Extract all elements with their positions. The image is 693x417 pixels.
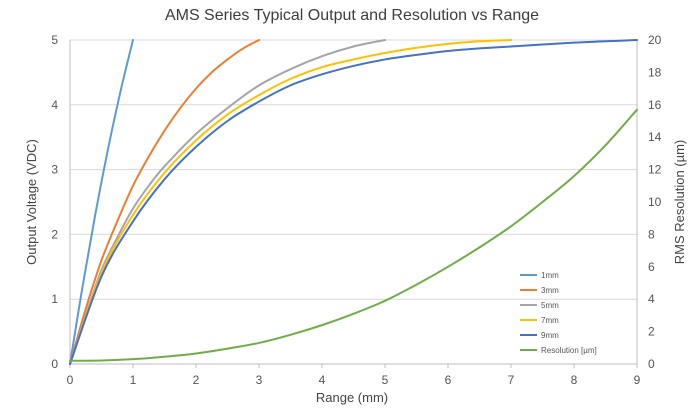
y-tick-label: 0 xyxy=(51,357,58,371)
series-line-5 xyxy=(69,108,638,362)
gridlines xyxy=(70,39,637,300)
y2-tick-label: 20 xyxy=(648,33,662,47)
y2-tick-label: 4 xyxy=(648,292,655,306)
legend-label-4: 9mm xyxy=(541,331,559,340)
series-line-1 xyxy=(69,39,260,365)
legend-label-0: 1mm xyxy=(541,271,559,280)
legend-label-5: Resolution [µm] xyxy=(541,346,597,355)
y2-tick-label: 0 xyxy=(648,357,655,371)
x-tick-label: 1 xyxy=(130,373,137,387)
legend: 1mm 3mm 5mm 7mm 9mm Resolution [µm] xyxy=(520,271,597,355)
y2-tick-label: 6 xyxy=(648,260,655,274)
x-tick-label: 4 xyxy=(319,373,326,387)
y2-tick-label: 18 xyxy=(648,65,662,79)
y-tick-label: 5 xyxy=(51,33,58,47)
series-line-0 xyxy=(69,39,134,365)
y2-tick-label: 2 xyxy=(648,325,655,339)
y2-tick-label: 14 xyxy=(648,130,662,144)
x-tick-label: 8 xyxy=(571,373,578,387)
x-tick-label: 6 xyxy=(445,373,452,387)
x-tick-label: 5 xyxy=(382,373,389,387)
y2-tick-label: 16 xyxy=(648,98,662,112)
y-tick-label: 2 xyxy=(51,227,58,241)
series-line-3 xyxy=(69,39,512,365)
y2-tick-label: 10 xyxy=(648,195,662,209)
y2-axis-title: RMS Resolution (µm) xyxy=(672,140,687,265)
x-tick-label: 7 xyxy=(508,373,515,387)
series-lines xyxy=(69,39,638,365)
x-axis-title: Range (mm) xyxy=(316,390,388,405)
y-tick-label: 1 xyxy=(51,292,58,306)
y2-tick-label: 8 xyxy=(648,227,655,241)
legend-label-1: 3mm xyxy=(541,286,559,295)
series-line-4 xyxy=(69,39,638,365)
x-tick-label: 9 xyxy=(634,373,641,387)
x-tick-label: 3 xyxy=(256,373,263,387)
x-tick-label: 2 xyxy=(193,373,200,387)
y-tick-label: 4 xyxy=(51,98,58,112)
legend-label-3: 7mm xyxy=(541,316,559,325)
x-tick-label: 0 xyxy=(67,373,74,387)
chart-title: AMS Series Typical Output and Resolution… xyxy=(165,7,539,24)
series-line-2 xyxy=(69,39,386,365)
y-tick-label: 3 xyxy=(51,163,58,177)
y-axis-title: Output Voltage (VDC) xyxy=(24,139,39,265)
legend-label-2: 5mm xyxy=(541,301,559,310)
y2-tick-label: 12 xyxy=(648,163,662,177)
